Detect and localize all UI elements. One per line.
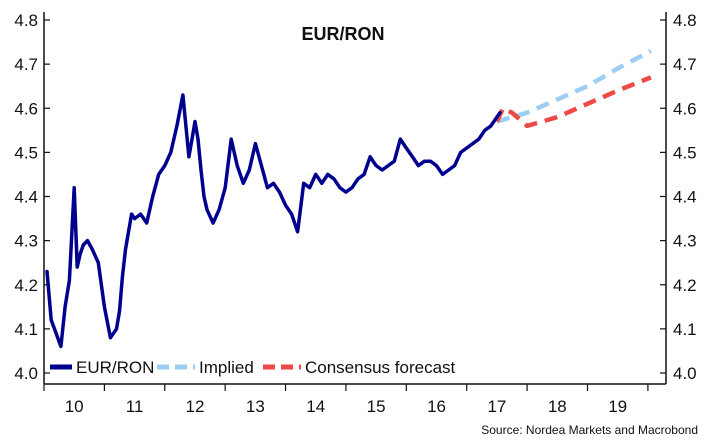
y-axis-left: 4.0 4.1 4.2 4.3 4.4 4.5 4.6 4.7 4.8 <box>14 11 50 383</box>
y-tick-label-right: 4.1 <box>673 320 697 339</box>
legend-label: Implied <box>199 358 254 377</box>
x-tick-label: 14 <box>306 397 325 416</box>
y-tick-label-left: 4.3 <box>14 232 38 251</box>
y-tick-label-left: 4.4 <box>14 188 38 207</box>
source-note: Source: Nordea Markets and Macrobond <box>481 423 698 437</box>
y-tick-label-right: 4.2 <box>673 276 697 295</box>
chart-title: EUR/RON <box>301 24 384 44</box>
y-tick-label-left: 4.5 <box>14 143 38 162</box>
y-tick-label-right: 4.5 <box>673 143 697 162</box>
x-axis-ticks: 10 11 12 13 14 15 16 17 18 19 <box>43 384 649 416</box>
y-tick-label-right: 4.7 <box>673 55 697 74</box>
x-tick-label: 15 <box>367 397 386 416</box>
y-tick-label-right: 4.4 <box>673 188 697 207</box>
series-line-implied <box>496 48 652 124</box>
y-tick-label-left: 4.6 <box>14 99 38 118</box>
y-tick-label-right: 4.0 <box>673 364 697 383</box>
series-line-consensus-forecast <box>494 75 652 129</box>
x-tick-label: 12 <box>186 397 205 416</box>
y-tick-label-left: 4.2 <box>14 276 38 295</box>
x-tick-label: 16 <box>427 397 446 416</box>
y-tick-label-right: 4.6 <box>673 99 697 118</box>
x-tick-label: 18 <box>548 397 567 416</box>
x-tick-label: 19 <box>608 397 627 416</box>
x-tick-label: 17 <box>487 397 506 416</box>
legend: EUR/RON Implied Consensus forecast <box>50 358 456 377</box>
y-tick-label-left: 4.7 <box>14 55 38 74</box>
y-tick-label-right: 4.3 <box>673 232 697 251</box>
y-tick-label-left: 4.8 <box>14 11 38 30</box>
x-tick-label: 10 <box>65 397 84 416</box>
x-tick-label: 13 <box>246 397 265 416</box>
series-layer <box>45 48 652 349</box>
y-tick-label-left: 4.0 <box>14 364 38 383</box>
y-axis-right: 4.0 4.1 4.2 4.3 4.4 4.5 4.6 4.7 4.8 <box>660 11 697 383</box>
y-tick-label-right: 4.8 <box>673 11 697 30</box>
series-line-eur-ron <box>45 93 502 349</box>
x-tick-label: 11 <box>126 397 144 416</box>
y-tick-label-left: 4.1 <box>14 320 38 339</box>
legend-label: EUR/RON <box>76 358 154 377</box>
legend-label: Consensus forecast <box>305 358 456 377</box>
